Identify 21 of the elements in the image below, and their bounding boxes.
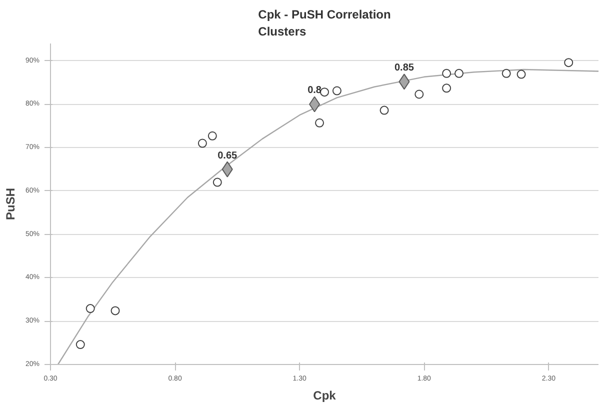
point (315, 118, 324, 128)
point (380, 106, 389, 115)
point (414, 90, 424, 99)
point (332, 86, 342, 96)
point (442, 84, 452, 93)
point (502, 68, 511, 78)
point (516, 70, 526, 79)
annotation: 0.65 (218, 150, 238, 162)
y-axis-title: PuSH (3, 188, 18, 220)
annotation: 0.85 (394, 62, 414, 74)
point (86, 304, 95, 314)
point (454, 68, 464, 78)
point (442, 68, 452, 78)
point (198, 138, 207, 148)
point (208, 131, 217, 140)
x-axis-title: Cpk (313, 388, 336, 402)
point (110, 306, 120, 316)
point (212, 178, 222, 187)
point (564, 58, 574, 68)
point (76, 340, 85, 350)
chart-title: Cpk - PuSH Correlation Clusters (258, 8, 391, 38)
